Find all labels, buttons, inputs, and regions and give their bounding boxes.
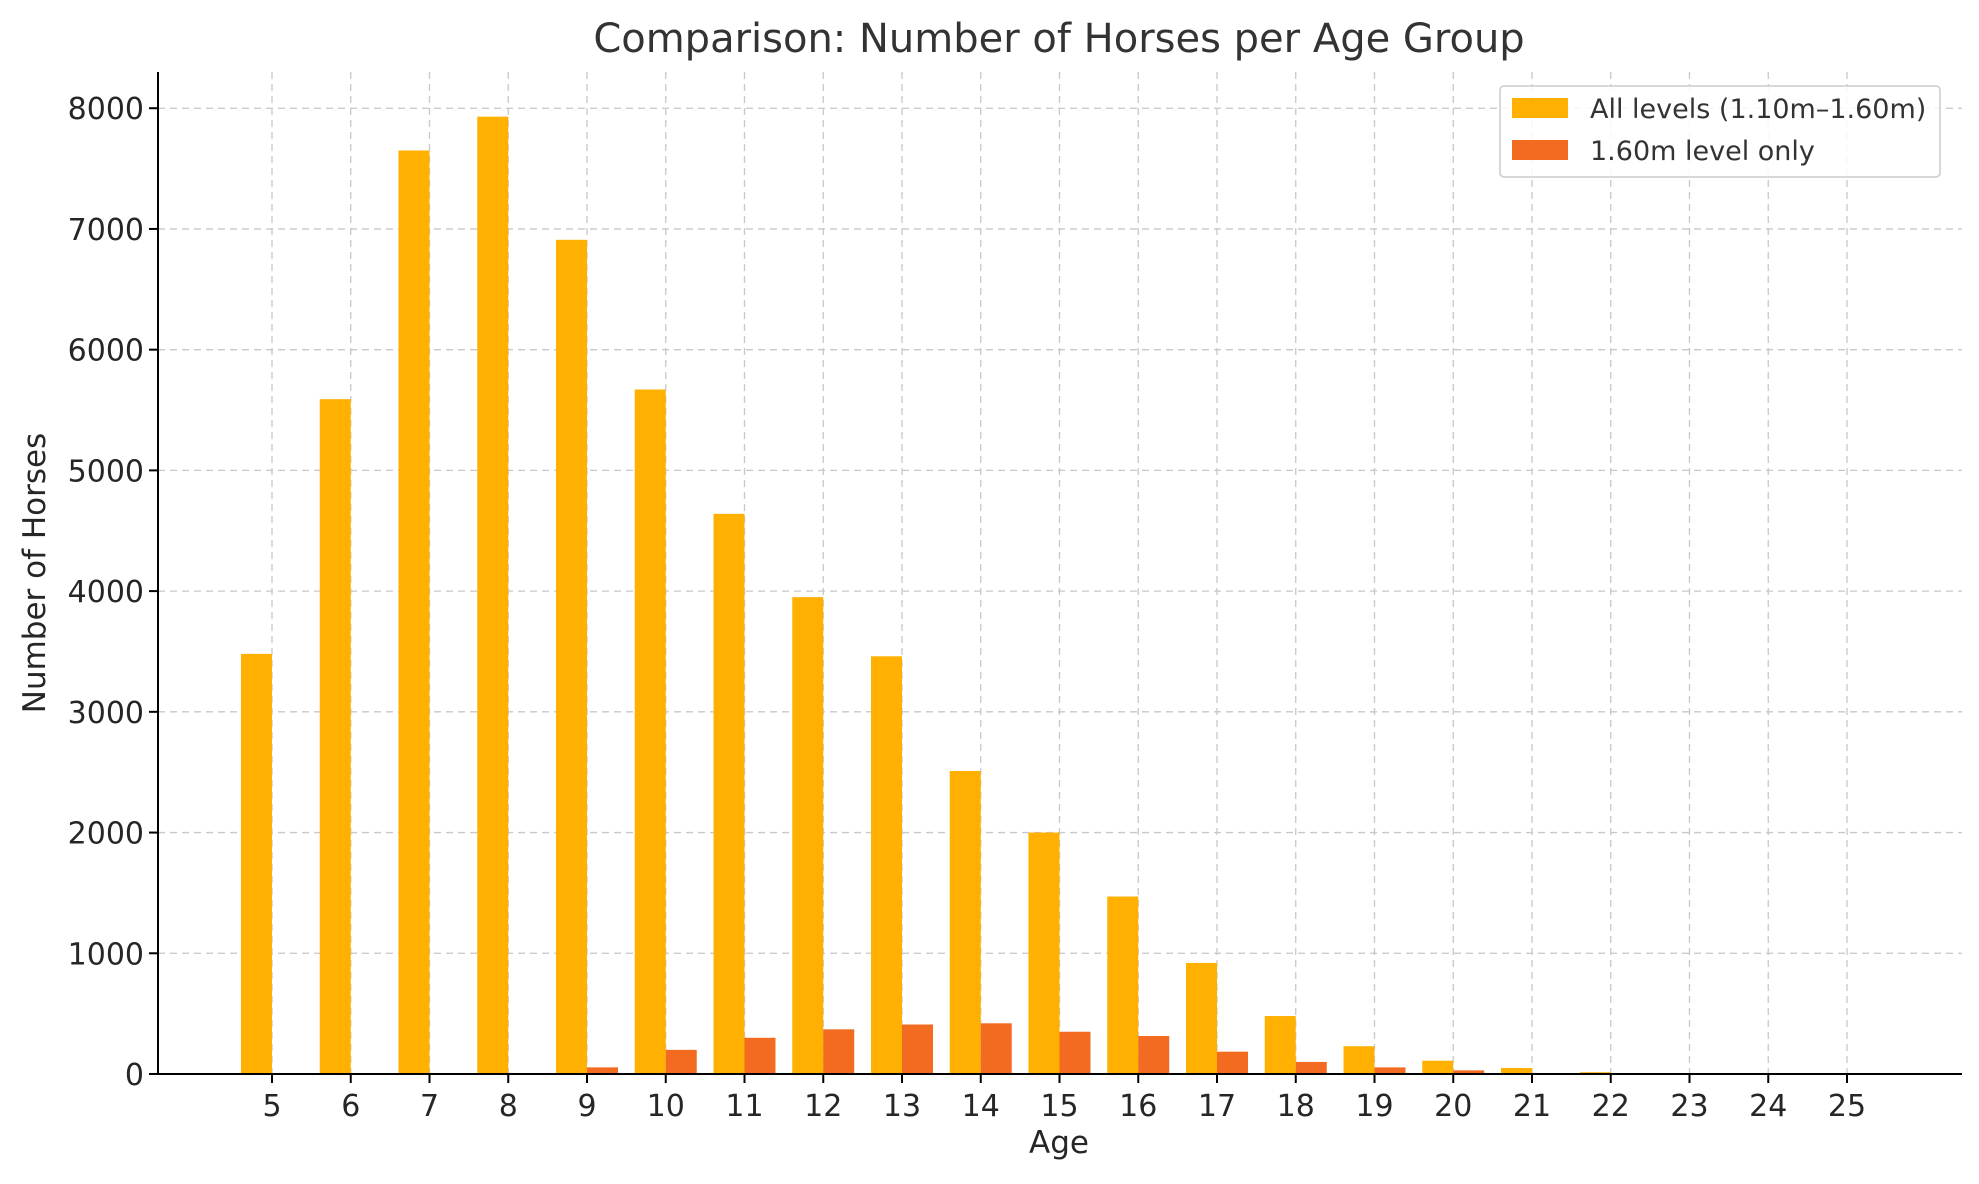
bar-160m-level: [981, 1023, 1012, 1074]
x-tick-label: 21: [1513, 1089, 1551, 1124]
x-tick-label: 17: [1198, 1089, 1236, 1124]
bar-all-levels: [1186, 963, 1217, 1074]
x-tick-label: 16: [1119, 1089, 1157, 1124]
x-tick-label: 14: [962, 1089, 1000, 1124]
bar-160m-level: [1296, 1062, 1327, 1074]
x-tick-label: 22: [1592, 1089, 1630, 1124]
x-tick-label: 8: [499, 1089, 518, 1124]
legend: All levels (1.10m–1.60m) 1.60m level onl…: [1500, 86, 1940, 177]
x-tick-label: 5: [262, 1089, 281, 1124]
x-tick-label: 11: [725, 1089, 763, 1124]
y-tick-label: 0: [125, 1058, 144, 1093]
bar-160m-level: [902, 1025, 933, 1074]
x-tick-label: 24: [1749, 1089, 1787, 1124]
bar-all-levels: [320, 399, 351, 1074]
x-tick-label: 12: [804, 1089, 842, 1124]
bar-160m-level: [745, 1038, 776, 1074]
bars: [241, 117, 1642, 1074]
bar-all-levels: [1107, 897, 1138, 1074]
bar-160m-level: [666, 1050, 697, 1074]
x-tick-label: 13: [883, 1089, 921, 1124]
x-tick-label: 15: [1040, 1089, 1078, 1124]
bar-all-levels: [871, 656, 902, 1074]
x-tick-labels: 5 6 7 8 9 10 11 12 13 14 15 16 17 18 19 20 21 22 23 24 25: [262, 1089, 1866, 1124]
bar-160m-level: [1138, 1036, 1169, 1074]
bar-160m-level: [1217, 1052, 1248, 1074]
bar-all-levels: [792, 597, 823, 1074]
bar-160m-level: [823, 1029, 854, 1074]
x-tick-label: 18: [1277, 1089, 1315, 1124]
legend-label-all-levels: All levels (1.10m–1.60m): [1590, 94, 1926, 125]
bar-160m-level: [1060, 1032, 1091, 1074]
bar-all-levels: [950, 771, 981, 1074]
y-tick-label: 4000: [68, 575, 144, 610]
chart-title: Comparison: Number of Horses per Age Gro…: [593, 16, 1524, 62]
x-axis-label: Age: [1029, 1125, 1089, 1161]
y-axis-label: Number of Horses: [17, 433, 53, 714]
y-tick-label: 3000: [68, 696, 144, 731]
x-tick-label: 6: [341, 1089, 360, 1124]
bar-all-levels: [241, 654, 272, 1074]
legend-swatch-160m: [1512, 140, 1568, 160]
x-tick-label: 23: [1670, 1089, 1708, 1124]
y-tick-labels: 0 1000 2000 3000 4000 5000 6000 7000 8000: [68, 92, 144, 1093]
bar-all-levels: [1029, 833, 1060, 1074]
legend-label-160m: 1.60m level only: [1590, 136, 1815, 167]
bar-all-levels: [477, 117, 508, 1074]
bar-all-levels: [1344, 1046, 1375, 1074]
y-tick-label: 6000: [68, 334, 144, 369]
x-tick-label: 20: [1434, 1089, 1472, 1124]
legend-swatch-all-levels: [1512, 98, 1568, 118]
bar-all-levels: [556, 240, 587, 1074]
x-tick-label: 10: [647, 1089, 685, 1124]
x-tick-label: 19: [1355, 1089, 1393, 1124]
x-tick-label: 9: [577, 1089, 596, 1124]
bar-all-levels: [635, 390, 666, 1074]
bar-all-levels: [1265, 1016, 1296, 1074]
x-tick-label: 7: [420, 1089, 439, 1124]
bar-all-levels: [1422, 1061, 1453, 1074]
bar-all-levels: [399, 150, 430, 1074]
y-tick-label: 8000: [68, 92, 144, 127]
y-tick-label: 2000: [68, 817, 144, 852]
y-tick-label: 1000: [68, 937, 144, 972]
y-tick-label: 7000: [68, 213, 144, 248]
x-tick-label: 25: [1828, 1089, 1866, 1124]
bar-all-levels: [714, 514, 745, 1074]
y-tick-label: 5000: [68, 454, 144, 489]
